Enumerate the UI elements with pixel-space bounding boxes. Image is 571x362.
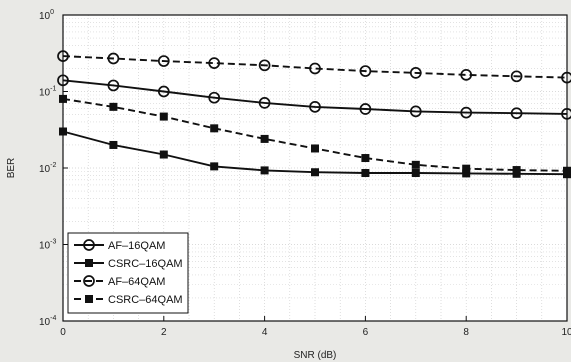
series-point — [361, 154, 370, 163]
series-point — [462, 164, 471, 173]
legend-entry: CSRC–16QAM — [74, 258, 183, 270]
legend: AF–16QAM CSRC–16QAM AF–64QAM CSRC–64QAM — [67, 232, 189, 314]
legend-marker — [85, 259, 93, 267]
series-1 — [57, 74, 571, 120]
x-tick-label: 8 — [463, 327, 469, 338]
series-point — [359, 65, 372, 77]
series-point — [258, 59, 271, 72]
series-point — [159, 112, 168, 121]
legend-marker — [83, 239, 95, 251]
series-point — [109, 102, 118, 111]
series-point — [311, 168, 319, 177]
series-point — [208, 57, 221, 69]
legend-label: AF–16QAM — [108, 240, 165, 252]
series-point — [409, 105, 422, 118]
x-axis-label: SNR (dB) — [294, 350, 337, 361]
series-point — [107, 79, 120, 92]
legend-label: AF–64QAM — [108, 276, 165, 288]
series-point — [512, 166, 521, 175]
series-point — [309, 101, 321, 113]
series-line — [62, 79, 568, 115]
legend-marker — [85, 295, 93, 303]
series-point — [107, 52, 120, 65]
legend-label: CSRC–64QAM — [108, 294, 183, 306]
series-point — [510, 70, 523, 83]
series-point — [311, 144, 319, 153]
legend-marker — [83, 275, 95, 287]
series-point — [159, 150, 168, 159]
series-point — [361, 169, 370, 178]
series-point — [210, 162, 219, 171]
series-point — [210, 124, 219, 133]
x-tick-label: 10 — [561, 327, 571, 338]
series-point — [258, 97, 271, 109]
series-point — [260, 134, 269, 143]
series-point — [208, 91, 221, 104]
series-point — [157, 85, 170, 98]
x-tick-label: 0 — [60, 327, 66, 338]
x-tick-label: 4 — [262, 327, 268, 338]
series-point — [510, 107, 523, 120]
series-point — [460, 69, 473, 81]
x-tick-label: 2 — [161, 327, 167, 338]
series-point — [409, 67, 422, 79]
y-axis-label: BER — [6, 158, 17, 179]
x-tick-label: 6 — [363, 327, 369, 338]
series-point — [309, 62, 321, 75]
series-point — [359, 103, 372, 115]
series-point — [462, 169, 471, 178]
series-point — [260, 166, 269, 175]
legend-entry: CSRC–64QAM — [74, 294, 183, 306]
series-point — [157, 55, 170, 67]
series-point — [460, 106, 473, 119]
legend-label: CSRC–16QAM — [108, 258, 183, 270]
series-point — [411, 160, 420, 169]
legend-entry: AF–64QAM — [74, 275, 165, 288]
series-layer — [57, 50, 571, 179]
legend-entry: AF–16QAM — [74, 239, 165, 252]
series-point — [411, 169, 420, 178]
series-point — [109, 140, 118, 149]
series-line — [62, 55, 568, 79]
